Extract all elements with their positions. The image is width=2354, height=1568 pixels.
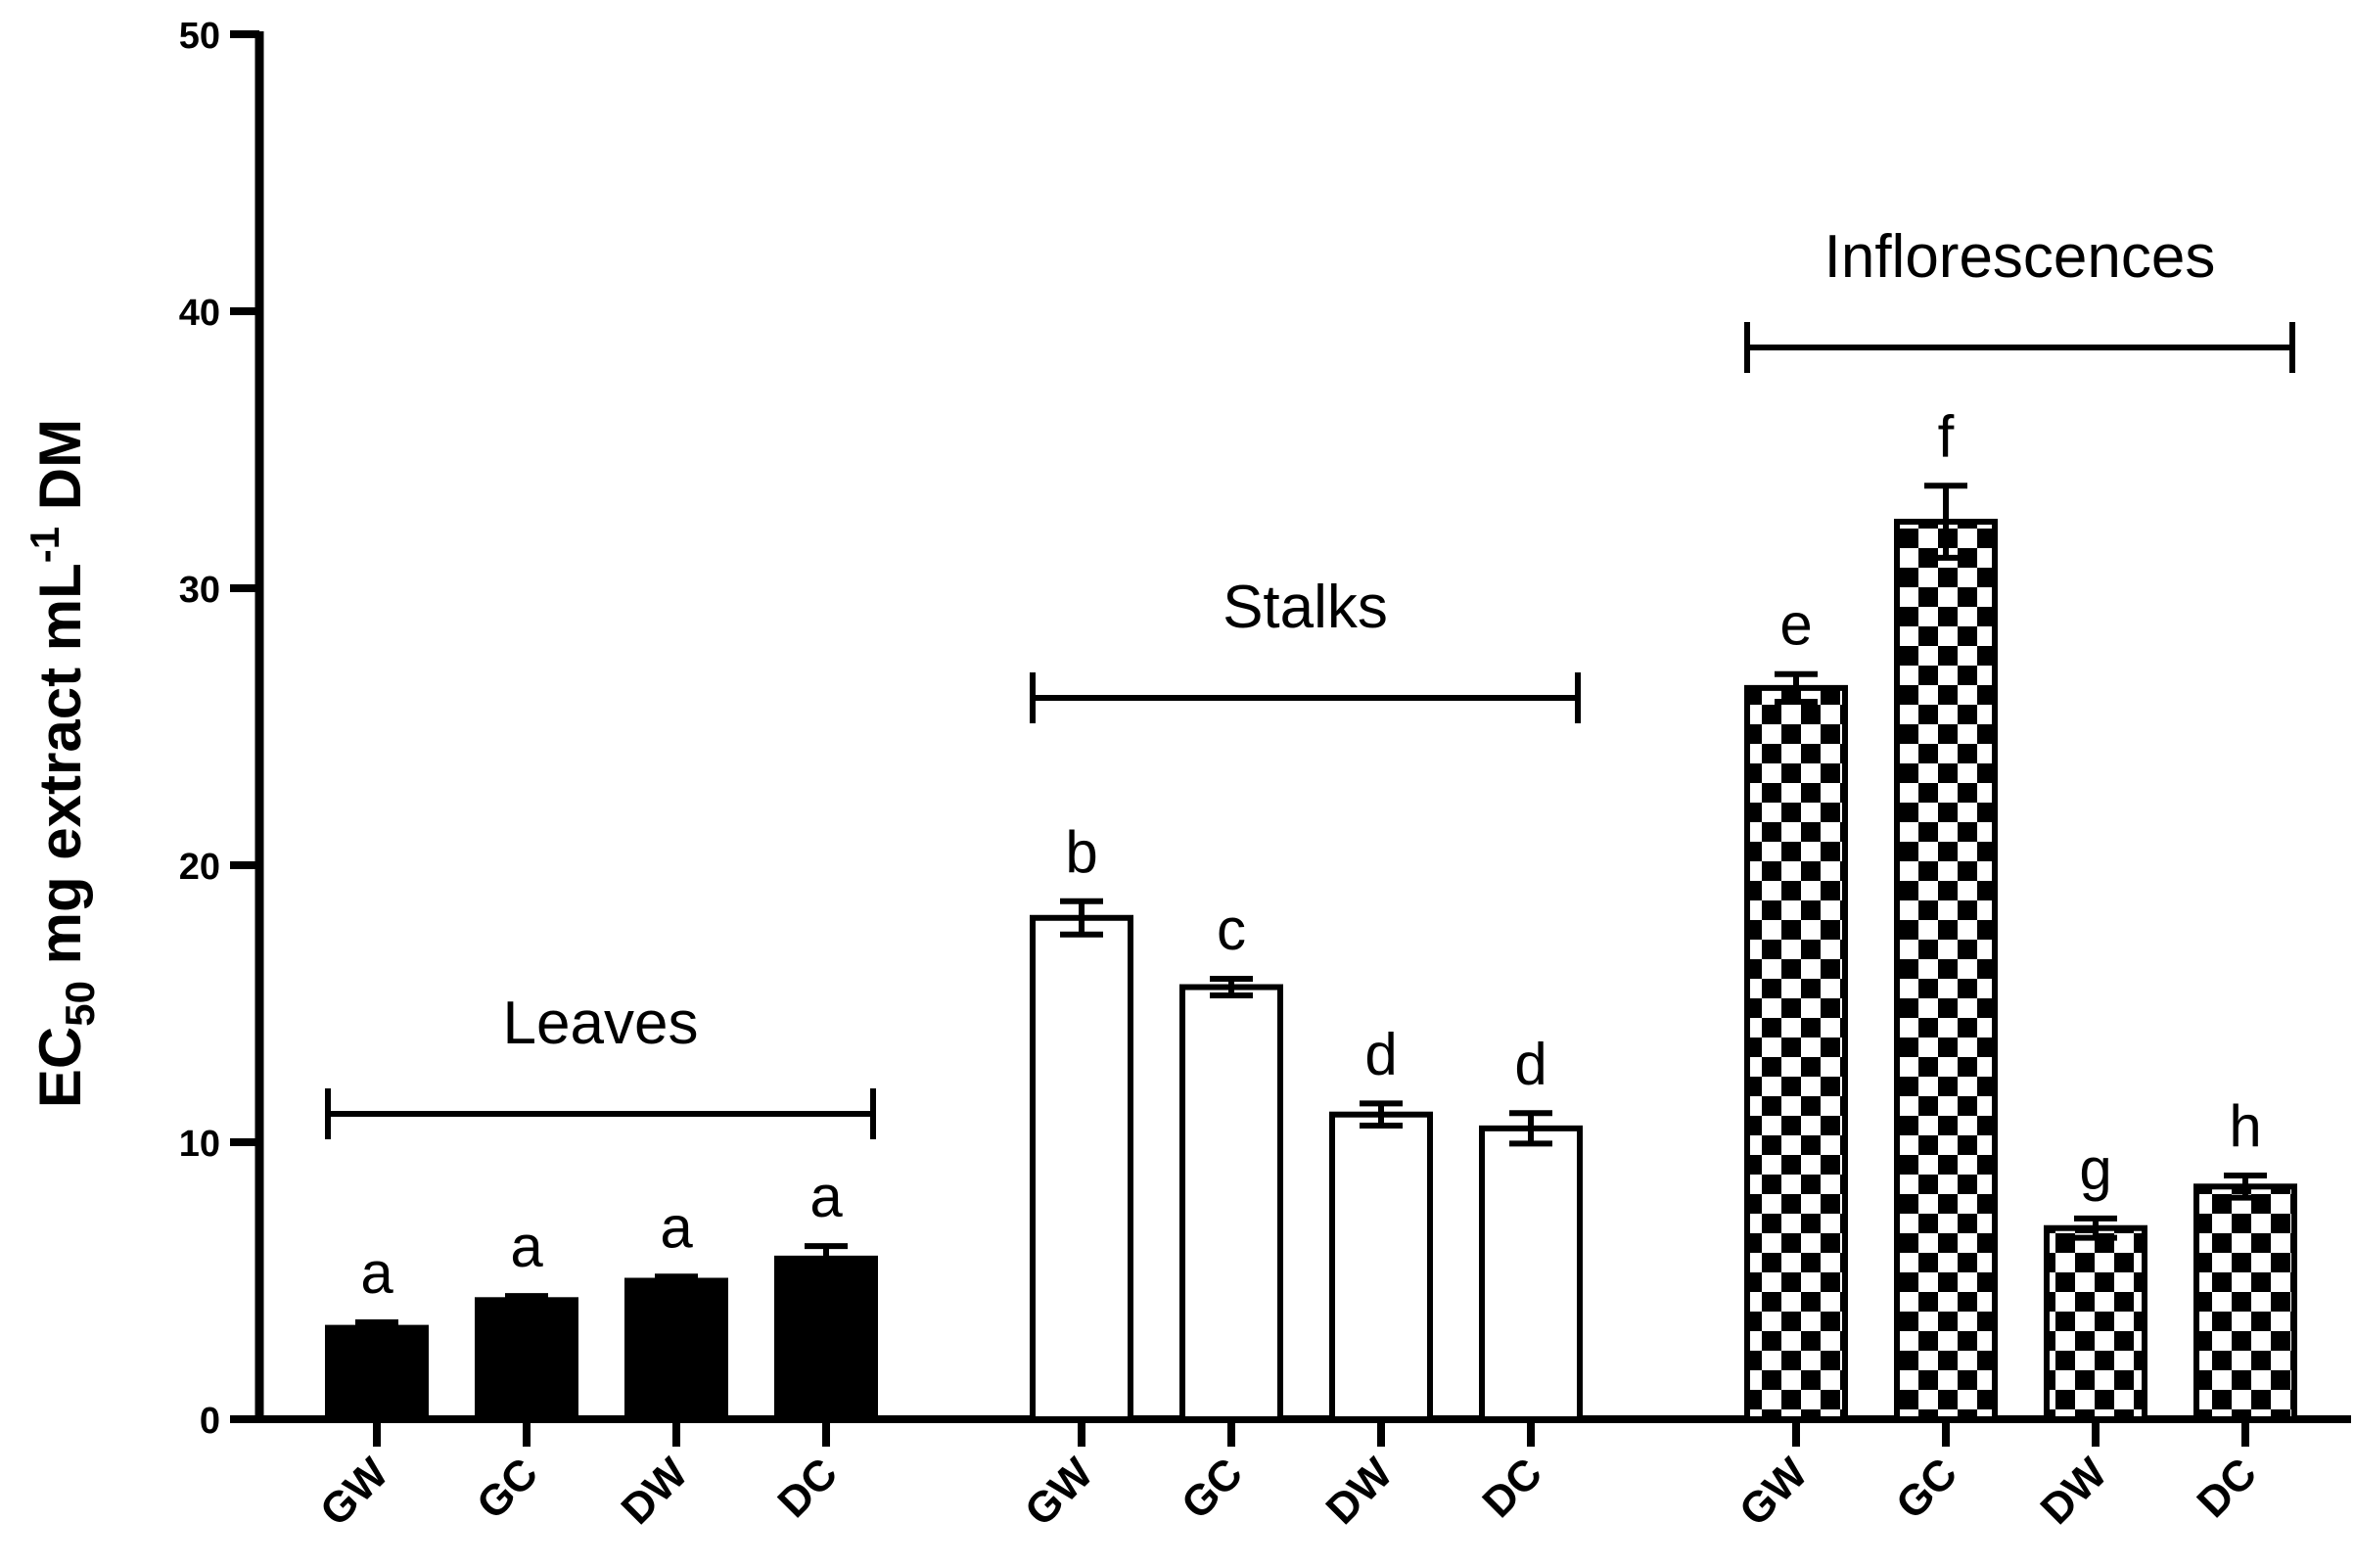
bar-leaves-dc [774, 1255, 878, 1422]
y-tick-label: 50 [179, 16, 220, 57]
x-tick-label: DW [1317, 1449, 1403, 1534]
x-axis: GW GC DW DC GW GC DW DC GW GC DW DC [255, 1415, 2351, 1536]
bar-stalks-dw [1329, 1111, 1433, 1422]
x-tick-label: GC [1887, 1449, 1966, 1528]
significance-letter: d [1514, 1031, 1546, 1096]
y-axis-label-part: -1 [22, 527, 68, 563]
x-tick-label: DC [2188, 1449, 2266, 1527]
y-axis-label: EC50 mg extract mL-1 DM [22, 419, 103, 1108]
y-axis: 0 10 20 30 40 50 [179, 16, 264, 1442]
significance-letter: e [1779, 592, 1812, 658]
significance-letter: c [1217, 897, 1246, 962]
y-axis-label-part: 50 [57, 981, 103, 1027]
x-tick-label: DC [768, 1449, 847, 1527]
y-tick-label: 30 [179, 570, 220, 611]
group-label-inflorescences: Inflorescences [1824, 223, 2216, 291]
y-axis-label-part: mg extract mL [27, 563, 93, 981]
bar-stalks-dc [1479, 1125, 1583, 1422]
bar-leaves-dw [624, 1277, 728, 1422]
bar-stalks-gc [1179, 984, 1283, 1423]
x-tick-label: GC [468, 1449, 547, 1528]
significance-letter: a [360, 1240, 393, 1306]
group-label-leaves: Leaves [503, 990, 699, 1057]
x-tick-label: GW [1731, 1449, 1818, 1536]
y-tick-label: 20 [179, 847, 220, 888]
y-tick-label: 0 [200, 1401, 220, 1442]
x-tick-label: GW [311, 1449, 398, 1536]
y-axis-label-part: EC [27, 1027, 93, 1108]
x-tick-label: GW [1016, 1449, 1103, 1536]
x-tick-label: DW [2032, 1449, 2117, 1534]
significance-letter: a [660, 1194, 693, 1260]
y-tick-label: 10 [179, 1124, 220, 1165]
bar-inflorescences-gw [1744, 684, 1848, 1422]
x-tick-label: GC [1173, 1449, 1252, 1528]
x-tick-label: DC [1473, 1449, 1551, 1527]
significance-letter: d [1364, 1021, 1397, 1086]
significance-letter: b [1065, 819, 1097, 885]
bar-leaves-gw [325, 1324, 429, 1422]
significance-letter: g [2079, 1136, 2111, 1202]
y-tick-label: 40 [179, 293, 220, 334]
significance-letter: a [510, 1214, 543, 1279]
bar-leaves-gc [475, 1297, 578, 1423]
group-label-stalks: Stalks [1223, 574, 1388, 641]
labels: a a a a Leaves b c d d Stalks e f g h Inflorescences [325, 223, 2295, 1306]
significance-letter: f [1938, 403, 1955, 469]
bar-inflorescences-gc [1894, 519, 1998, 1422]
significance-letter: h [2229, 1093, 2261, 1159]
x-tick-label: DW [613, 1449, 698, 1534]
bar-inflorescences-dc [2193, 1183, 2297, 1423]
bar-inflorescences-dw [2044, 1224, 2147, 1422]
y-axis-label-part: DM [27, 419, 93, 527]
bars [325, 483, 2297, 1423]
bar-stalks-gw [1030, 914, 1133, 1422]
significance-letter: a [809, 1164, 843, 1229]
